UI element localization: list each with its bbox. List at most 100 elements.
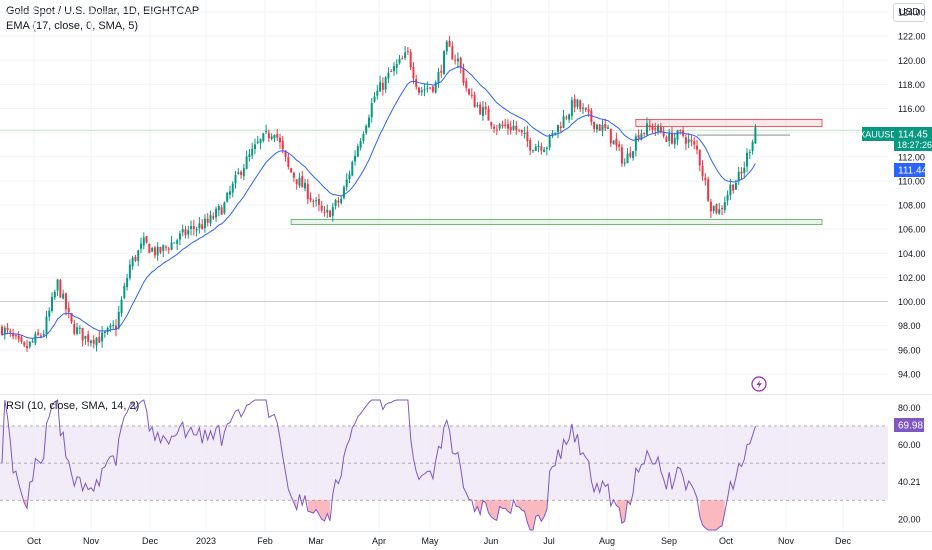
symbol-badge xyxy=(862,127,894,141)
price-tick-label: 124.00 xyxy=(898,8,926,18)
candle-body xyxy=(37,332,40,335)
candle-body xyxy=(559,126,562,129)
candle-body xyxy=(362,134,365,141)
resistance-zone[interactable] xyxy=(635,118,823,128)
candle-body xyxy=(365,125,368,133)
candle-body xyxy=(370,103,373,118)
candle-body xyxy=(718,209,721,214)
candle-body xyxy=(306,184,309,200)
time-tick-label: Nov xyxy=(778,536,795,546)
candle-body xyxy=(253,144,256,149)
candle-body xyxy=(587,109,590,112)
candle-body xyxy=(404,52,407,58)
candle-body xyxy=(281,140,284,150)
candle-body xyxy=(112,324,115,326)
candle-body xyxy=(3,327,6,335)
candle-body xyxy=(212,216,215,219)
candle-body xyxy=(493,126,496,129)
candle-body xyxy=(148,244,151,254)
candle-body xyxy=(634,136,637,151)
last-price-text: 114.45 xyxy=(898,130,928,141)
candle-body xyxy=(181,229,184,233)
rsi-legend[interactable]: RSI (10, close, SMA, 14, 2) xyxy=(6,400,139,412)
candle-body xyxy=(729,184,732,196)
rsi-oversold-fill xyxy=(516,500,547,530)
rsi-oversold-fill xyxy=(699,500,725,530)
candle-body xyxy=(89,340,92,343)
candle-body xyxy=(237,172,240,175)
time-tick-label: Sep xyxy=(661,536,677,546)
candle-body xyxy=(715,204,718,213)
candle-body xyxy=(259,139,262,143)
flash-icon[interactable] xyxy=(751,376,767,392)
candle-body xyxy=(173,242,176,244)
candle-body xyxy=(709,201,712,212)
candle-body xyxy=(526,131,529,142)
candle-body xyxy=(287,157,290,167)
candle-body xyxy=(545,147,548,149)
candle-body xyxy=(187,230,190,235)
candle-body xyxy=(712,205,715,211)
ema-value-text: 111.44 xyxy=(898,166,928,177)
candle-body xyxy=(551,132,554,136)
candle-body xyxy=(45,316,48,335)
candle-body xyxy=(67,307,70,313)
candle-body xyxy=(95,337,98,346)
candle-body xyxy=(448,41,451,47)
candle-body xyxy=(557,124,559,133)
candle-body xyxy=(292,172,295,178)
candle-body xyxy=(640,133,643,140)
candle-body xyxy=(504,124,507,126)
candle-body xyxy=(415,79,418,87)
candle-body xyxy=(78,327,81,329)
candle-body xyxy=(540,146,543,151)
candle-body xyxy=(276,133,279,138)
candle-body xyxy=(331,207,334,217)
time-axis[interactable]: Oct Nov Dec 2023 Feb Mar Apr May Jun Jul Aug Sep Oct… xyxy=(0,531,932,547)
candle-body xyxy=(737,171,740,182)
candle-body xyxy=(159,247,162,253)
candle-body xyxy=(520,129,523,133)
candle-body xyxy=(17,335,20,339)
candle-body xyxy=(543,149,546,153)
candle-body xyxy=(39,335,42,337)
candle-body xyxy=(284,150,287,157)
candle-body xyxy=(684,137,687,144)
candle-body xyxy=(126,278,129,288)
candle-body xyxy=(59,279,62,298)
candle-body xyxy=(114,325,117,330)
ema-legend[interactable]: EMA (17, close, 0, SMA, 5) xyxy=(6,20,139,32)
time-tick-label: Aug xyxy=(599,536,615,546)
candle-body xyxy=(201,224,204,230)
candle-body xyxy=(481,107,484,116)
price-axis[interactable]: 94.00 96.00 98.00 100.00 102.00 104.00 106.00 1… xyxy=(898,8,926,380)
rsi-oversold-fill xyxy=(616,500,631,524)
candle-body xyxy=(746,152,749,167)
candle-body xyxy=(304,182,307,189)
time-tick-label: May xyxy=(421,536,439,546)
candle-body xyxy=(270,136,273,139)
candle-body xyxy=(529,140,532,151)
time-tick-label: Nov xyxy=(83,536,100,546)
ema-value-badge xyxy=(894,163,925,177)
candle-body xyxy=(337,200,340,203)
support-zone[interactable] xyxy=(290,219,823,225)
time-tick-label: Apr xyxy=(372,536,386,546)
candle-body xyxy=(64,293,67,310)
candle-body xyxy=(62,293,65,299)
currency-button[interactable]: USD xyxy=(893,3,925,22)
candle-body xyxy=(231,183,234,193)
candle-body xyxy=(629,153,632,157)
rsi-tick-label: 80.00 xyxy=(898,403,921,413)
price-tick-label: 100.00 xyxy=(898,297,926,307)
candle-body xyxy=(620,147,623,164)
candle-body xyxy=(153,247,156,256)
candle-body xyxy=(418,87,420,93)
candle-body xyxy=(704,177,707,181)
candle-body xyxy=(434,82,437,93)
price-tick-label: 102.00 xyxy=(898,273,926,283)
price-badges: XAUUSD 114.45 18:27:26 111.44 xyxy=(859,127,932,177)
rsi-axis[interactable]: 20.00 40.21 60.00 80.00 xyxy=(898,403,921,524)
rsi-oversold-fill xyxy=(307,500,331,521)
